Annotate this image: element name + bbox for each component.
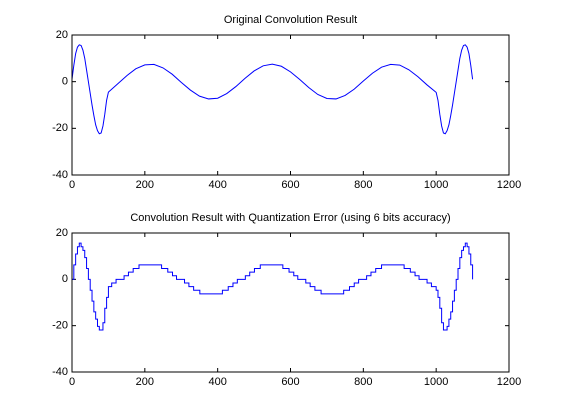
x-tick-label: 1000 bbox=[424, 179, 448, 191]
axes-background bbox=[72, 35, 509, 175]
x-tick-label: 600 bbox=[281, 179, 299, 191]
chart-title: Convolution Result with Quantization Err… bbox=[130, 212, 450, 224]
x-tick-label: 1200 bbox=[497, 179, 521, 191]
x-tick-label: 200 bbox=[136, 179, 154, 191]
chart-title: Original Convolution Result bbox=[224, 14, 357, 26]
y-tick-label: -20 bbox=[52, 122, 68, 134]
x-tick-label: 1000 bbox=[424, 376, 448, 388]
y-tick-label: 0 bbox=[62, 76, 68, 88]
x-tick-label: 1200 bbox=[497, 376, 521, 388]
x-tick-label: 200 bbox=[136, 376, 154, 388]
data-line bbox=[72, 242, 474, 331]
y-tick-label: 0 bbox=[62, 273, 68, 285]
axes-box bbox=[71, 34, 510, 176]
x-tick-label: 400 bbox=[208, 376, 226, 388]
x-tick-label: 800 bbox=[354, 179, 372, 191]
axes-background bbox=[72, 233, 509, 372]
x-tick-label: 0 bbox=[69, 179, 75, 191]
x-tick-label: 400 bbox=[208, 179, 226, 191]
y-tick-label: -40 bbox=[52, 169, 68, 181]
y-tick-label: 20 bbox=[56, 29, 68, 41]
x-tick-label: 800 bbox=[354, 376, 372, 388]
x-tick-label: 0 bbox=[69, 376, 75, 388]
y-tick-label: -20 bbox=[52, 320, 68, 332]
y-tick-label: 20 bbox=[56, 227, 68, 239]
y-tick-label: -40 bbox=[52, 366, 68, 378]
data-line bbox=[71, 44, 474, 135]
x-tick-label: 600 bbox=[281, 376, 299, 388]
axes-box bbox=[71, 232, 510, 373]
